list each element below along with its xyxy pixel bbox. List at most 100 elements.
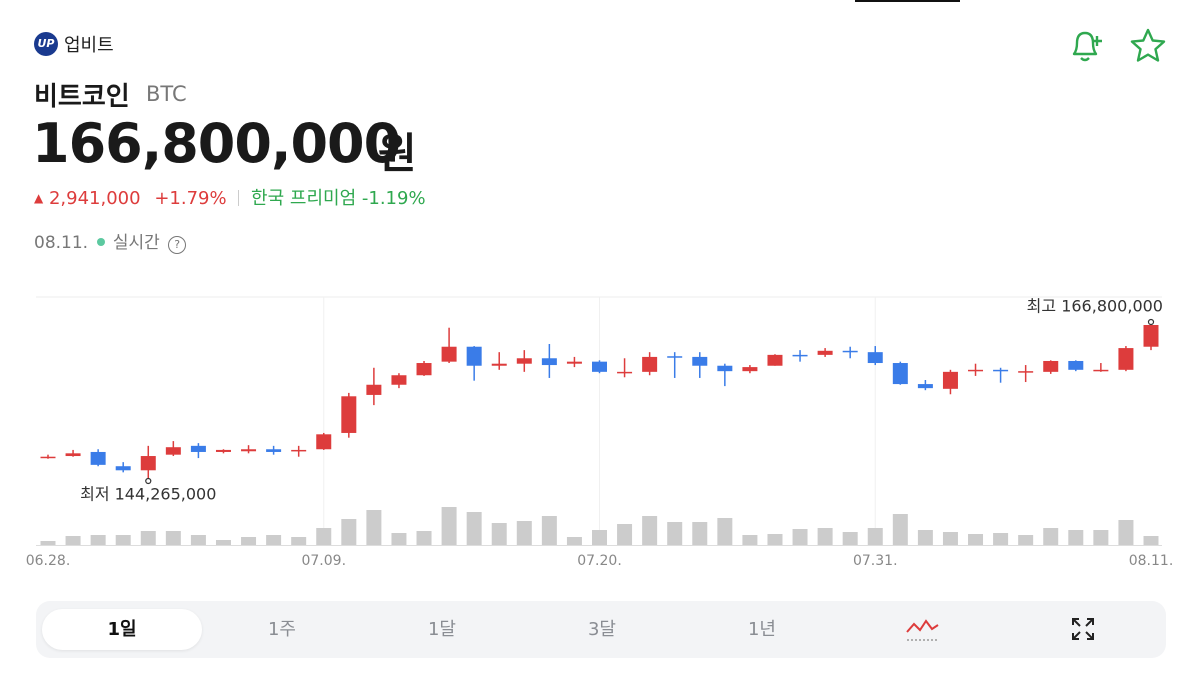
tab[interactable]: 1일 (42, 609, 202, 650)
candle-body (968, 369, 984, 372)
candle-body (491, 363, 507, 366)
volume-bar (516, 521, 532, 545)
candle-body (190, 445, 206, 452)
candle-body (917, 384, 933, 389)
candle-body (993, 369, 1009, 372)
high-label: 최고 166,800,000 (1027, 297, 1163, 316)
tab[interactable]: 3달 (587, 619, 616, 640)
up-arrow: ▲ (34, 191, 44, 205)
tab[interactable]: 1주 (267, 619, 296, 640)
volume-bar (917, 530, 933, 545)
volume-bar (867, 528, 883, 545)
volume-bar (1043, 528, 1059, 545)
volume-bar (541, 516, 557, 545)
favorite-button[interactable] (1128, 26, 1168, 66)
candle-body (40, 456, 56, 459)
volume-bar (291, 537, 307, 545)
candle-body (341, 396, 357, 433)
candle-body (215, 449, 231, 452)
volume-bar (316, 528, 332, 545)
candle-body (140, 456, 156, 471)
volume-bar (842, 532, 858, 545)
candle-body (642, 356, 658, 372)
coin-symbol: BTC (146, 82, 187, 106)
volume-bar (1118, 520, 1134, 545)
volume-bar (566, 537, 582, 545)
volume-bar (1143, 536, 1159, 545)
volume-bar (165, 531, 181, 545)
help-icon[interactable]: ? (168, 236, 187, 254)
candle-body (441, 346, 457, 362)
volume-bar (617, 524, 633, 545)
high-marker (1147, 318, 1155, 326)
candle-body (667, 356, 683, 358)
candle-body (767, 354, 783, 366)
candle-body (416, 363, 432, 376)
candle-body (867, 352, 883, 364)
fullscreen-button[interactable] (1072, 618, 1094, 640)
x-tick-label: 07.20. (577, 553, 622, 569)
period-tabs: 1일 1주 1달 3달 1년 (36, 601, 1166, 658)
volume-bar (792, 529, 808, 545)
candle-body (90, 451, 106, 465)
candle-body (617, 371, 633, 374)
volume-bar (642, 516, 658, 545)
volume-bar (968, 534, 984, 545)
live-dot (97, 238, 106, 246)
candle-body (541, 358, 557, 366)
candle-body (466, 346, 482, 366)
candle-body (316, 434, 332, 450)
candle-body (266, 449, 282, 452)
low-label: 최저 144,265,000 (80, 485, 216, 504)
candle-body (391, 375, 407, 385)
x-tick-label: 07.31. (853, 553, 898, 569)
volume-bar (817, 528, 833, 545)
top-indicator (855, 0, 960, 2)
tab[interactable]: 1달 (427, 619, 456, 640)
alert-button[interactable] (1068, 26, 1106, 66)
candle-body (115, 466, 131, 471)
volume-bar (115, 535, 131, 545)
chart-type-button[interactable] (905, 616, 941, 644)
volume-bar (190, 535, 206, 545)
candle-body (566, 361, 582, 364)
volume-bar (441, 507, 457, 545)
candle-body (1143, 325, 1159, 347)
volume-bar (491, 523, 507, 545)
premium: -1.19% (361, 188, 426, 209)
change: 2,941,000 (48, 188, 141, 209)
volume-bar (65, 536, 81, 545)
candle-body (692, 356, 708, 366)
candle-body (842, 350, 858, 353)
volume-bar (140, 531, 156, 545)
tab[interactable]: 1년 (747, 619, 776, 640)
volume-bar (466, 512, 482, 545)
volume-bar (717, 518, 733, 545)
logo: UP (34, 32, 58, 56)
candle-body (942, 371, 958, 389)
volume-bar (592, 530, 607, 545)
volume-bar (266, 535, 282, 545)
x-tick-label: 07.09. (301, 553, 346, 569)
volume-bar (742, 535, 758, 545)
divider (238, 190, 240, 206)
candle-body (742, 367, 758, 372)
candle-body (516, 358, 532, 364)
volume-bar (40, 541, 56, 545)
volume-bar (942, 532, 958, 545)
volume-bar (215, 540, 231, 545)
candle-body (1043, 360, 1059, 372)
candle-body (366, 384, 382, 395)
date: 08.11. (34, 233, 89, 253)
candle-body (1118, 348, 1134, 370)
volume-bar (391, 533, 407, 545)
brand: 업비트 (64, 35, 114, 56)
premium-label: 한국 프리미엄 (251, 188, 357, 209)
status-row: 08.11. 실시간 ? (34, 228, 187, 254)
change-row: ▲ 2,941,000 +1.79% 한국 프리미엄 -1.19% (34, 184, 426, 210)
x-tick-label: 08.11. (1129, 553, 1174, 569)
candle-body (165, 447, 181, 455)
x-tick-label: 06.28. (26, 553, 71, 569)
volume-bar (341, 519, 357, 545)
